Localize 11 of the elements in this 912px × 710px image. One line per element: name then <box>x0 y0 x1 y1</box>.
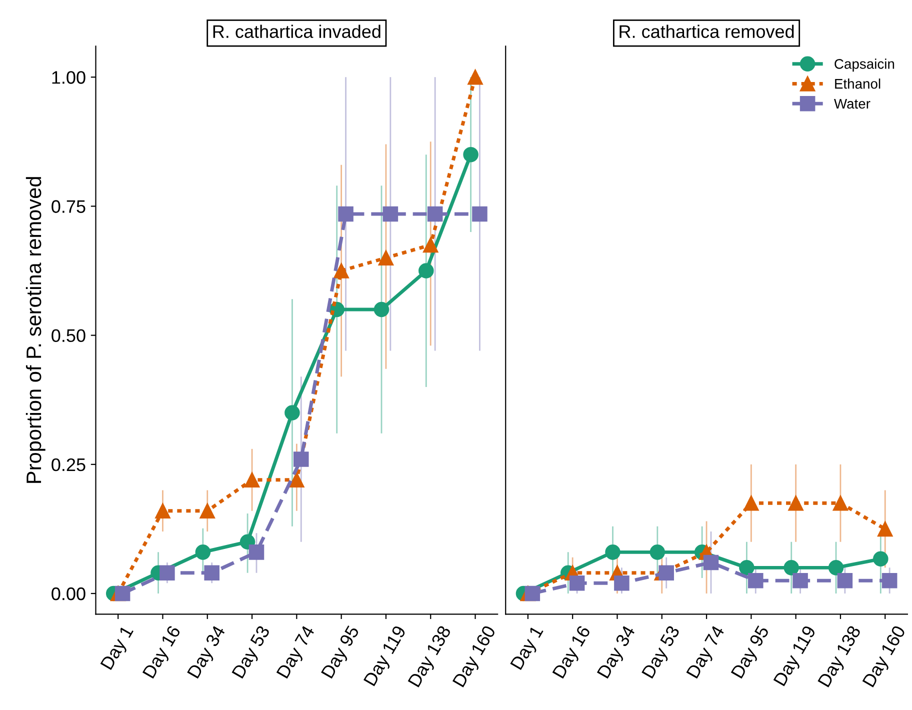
y-tick-label: 0.25 <box>52 458 86 472</box>
y-tick-label: 0.50 <box>52 329 86 342</box>
legend-label: Ethanol <box>835 78 880 89</box>
y-tick-label: 1.00 <box>52 71 86 84</box>
y-tick-label: 0.75 <box>52 200 86 213</box>
chart-title: R. cathartica removed <box>620 24 794 38</box>
legend-label: Water <box>834 98 870 109</box>
y-axis-title: Proportion of P. serotina removed <box>26 177 46 483</box>
y-tick-label: 0.00 <box>52 587 86 600</box>
legend-label: Capsaicin <box>834 58 894 72</box>
chart-title: R. cathartica invaded <box>213 24 380 38</box>
